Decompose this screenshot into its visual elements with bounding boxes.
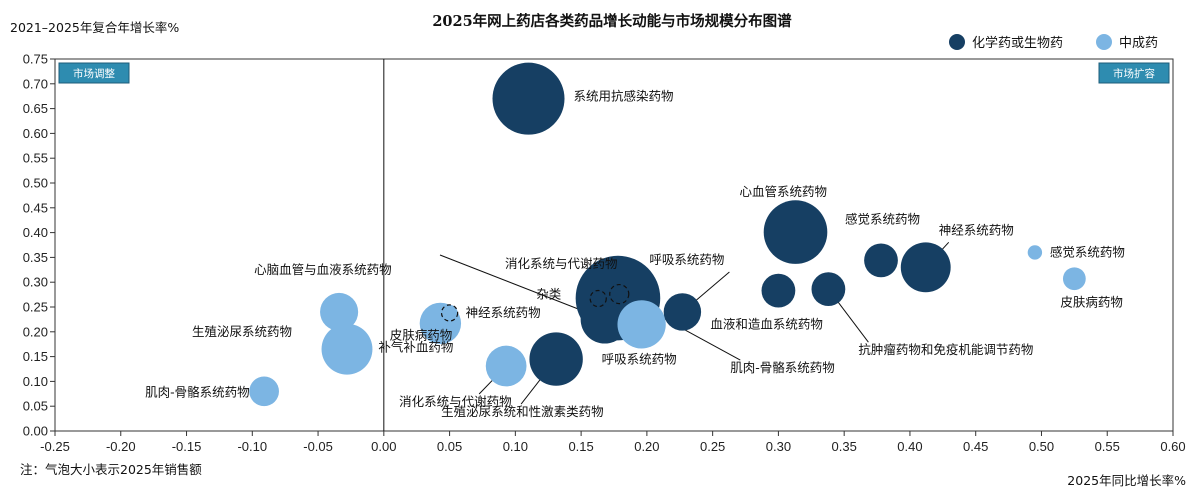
bubble-chemical	[663, 293, 702, 331]
y-tick-label: 0.50	[23, 176, 48, 191]
bubble-tcm	[320, 292, 359, 332]
bubble-chemical	[900, 242, 951, 293]
bubble-chemical	[492, 62, 565, 135]
bubble-label: 杂类	[536, 287, 562, 302]
x-tick-label: 0.35	[832, 439, 857, 454]
x-tick-label: -0.10	[237, 439, 267, 454]
bubble-label: 生殖泌尿系统和性激素类药物	[441, 404, 604, 419]
bubble-tcm	[440, 304, 459, 322]
x-tick-label: 0.50	[1029, 439, 1054, 454]
bubble-label: 肌肉-骨骼系统药物	[145, 384, 250, 399]
legend-label-chemical: 化学药或生物药	[972, 35, 1063, 51]
bubble-chemical	[589, 289, 607, 308]
y-tick-label: 0.75	[23, 52, 48, 67]
y-tick-label: 0.45	[23, 200, 48, 215]
x-tick-label: 0.40	[897, 439, 922, 454]
x-tick-label: 0.05	[437, 439, 462, 454]
x-tick-label: 0.45	[963, 439, 988, 454]
bubble-label: 呼吸系统药物	[649, 252, 724, 267]
bubble-chemical	[761, 273, 796, 308]
y-tick-label: 0.00	[23, 424, 48, 439]
bubble-label: 生殖泌尿系统药物	[192, 324, 292, 339]
legend-label-tcm: 中成药	[1119, 36, 1158, 51]
x-tick-label: -0.20	[106, 439, 136, 454]
y-tick-label: 0.35	[23, 250, 48, 265]
bubble-label: 心血管系统药物	[740, 184, 828, 199]
bubble-chemical	[609, 283, 630, 305]
x-tick-label: 0.10	[503, 439, 528, 454]
bubble-label: 消化系统与代谢药物	[505, 256, 618, 271]
bubble-label: 神经系统药物	[466, 305, 541, 320]
footnote: 注：气泡大小表示2025年销售额	[20, 462, 202, 477]
quadrant-label-left-text: 市场调整	[73, 67, 115, 80]
y-tick-label: 0.70	[23, 76, 48, 91]
x-tick-label: 0.25	[700, 439, 725, 454]
x-tick-label: 0.30	[766, 439, 791, 454]
bubble-tcm	[1027, 245, 1043, 260]
bubble-chemical	[811, 272, 846, 307]
axis-ticks: -0.25 -0.20 -0.15 -0.10 -0.05 0.00 0.05 0.10 0.1…	[23, 52, 1186, 455]
y-tick-label: 0.40	[23, 225, 48, 240]
quadrant-label-right-text: 市场扩容	[1113, 67, 1155, 80]
bubble-tcm	[321, 323, 373, 375]
bubble-label: 心脑血管与血液系统药物	[254, 262, 392, 277]
y-tick-label: 0.60	[23, 126, 48, 141]
bubble-label: 神经系统药物	[939, 222, 1014, 237]
plot-frame	[54, 58, 1174, 432]
bubble-chemical	[763, 200, 828, 264]
bubble-label: 感觉系统药物	[1050, 244, 1125, 259]
x-tick-label: 0.60	[1160, 439, 1185, 454]
bubble-tcm	[617, 300, 666, 349]
y-tick-label: 0.30	[23, 275, 48, 290]
x-tick-label: -0.25	[40, 439, 70, 454]
bubble-label: 皮肤病药物	[390, 327, 453, 342]
chart-title: 2025年网上药店各类药品增长动能与市场规模分布图谱	[432, 12, 792, 30]
x-tick-label: 0.20	[634, 439, 659, 454]
bubble-label: 感觉系统药物	[845, 211, 920, 226]
y-tick-label: 0.05	[23, 399, 48, 414]
bubble-tcm	[485, 345, 527, 387]
quadrant-label-left-box	[58, 62, 130, 84]
bubble-label: 消化系统与代谢药物	[399, 394, 512, 409]
bubble-tcm	[1062, 267, 1086, 291]
bubble-label: 肌肉-骨骼系统药物	[730, 360, 835, 375]
bubble-label: 皮肤病药物	[1060, 295, 1123, 310]
x-tick-label: 0.15	[568, 439, 593, 454]
y-tick-label: 0.15	[23, 349, 48, 364]
x-tick-label: -0.05	[303, 439, 333, 454]
bubble-label: 血液和造血系统药物	[710, 317, 823, 332]
bubbles	[249, 62, 1086, 407]
bubble-label: 系统用抗感染药物	[574, 89, 674, 104]
bubble-label: 补气补血药物	[378, 339, 453, 354]
x-tick-label: 0.55	[1095, 439, 1120, 454]
x-axis-title: 2025年同比增长率%	[1067, 473, 1186, 488]
bubble-label: 抗肿瘤药物和免疫机能调节药物	[858, 342, 1033, 357]
legend-marker-tcm	[1096, 34, 1112, 50]
legend-marker-chemical	[949, 34, 965, 50]
bubble-label: 呼吸系统药物	[602, 351, 677, 366]
y-tick-label: 0.10	[23, 374, 48, 389]
quadrant-label-left: 市场调整	[58, 62, 130, 84]
bubble-tcm	[249, 376, 279, 407]
y-axis-title: 2021–2025年复合年增长率%	[10, 20, 179, 35]
bubble-chemical	[864, 243, 898, 278]
x-tick-label: 0.00	[371, 439, 396, 454]
x-tick-label: -0.15	[172, 439, 202, 454]
quadrant-label-right-box	[1098, 62, 1170, 84]
legend: 化学药或生物药 中成药	[949, 34, 1158, 51]
bubble-chemical	[580, 295, 629, 344]
y-tick-label: 0.65	[23, 101, 48, 116]
bubble-chemical	[529, 332, 583, 386]
y-tick-label: 0.55	[23, 151, 48, 166]
quadrant-label-right: 市场扩容	[1098, 62, 1170, 84]
y-tick-label: 0.20	[23, 324, 48, 339]
y-tick-label: 0.25	[23, 300, 48, 315]
